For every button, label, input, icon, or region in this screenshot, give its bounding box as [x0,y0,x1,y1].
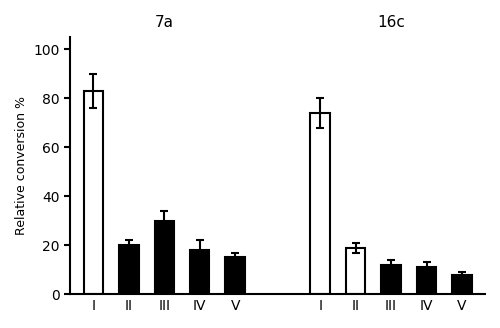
Bar [452,275,471,294]
Bar [382,265,401,294]
Bar [154,221,174,294]
Text: 7a: 7a [155,15,174,30]
Bar [226,257,245,294]
Bar [417,267,436,294]
Bar [84,91,103,294]
Bar [119,245,139,294]
Bar [190,250,210,294]
Y-axis label: Relative conversion %: Relative conversion % [15,96,28,235]
Bar [346,248,366,294]
Bar [310,113,330,294]
Text: 16c: 16c [377,15,405,30]
